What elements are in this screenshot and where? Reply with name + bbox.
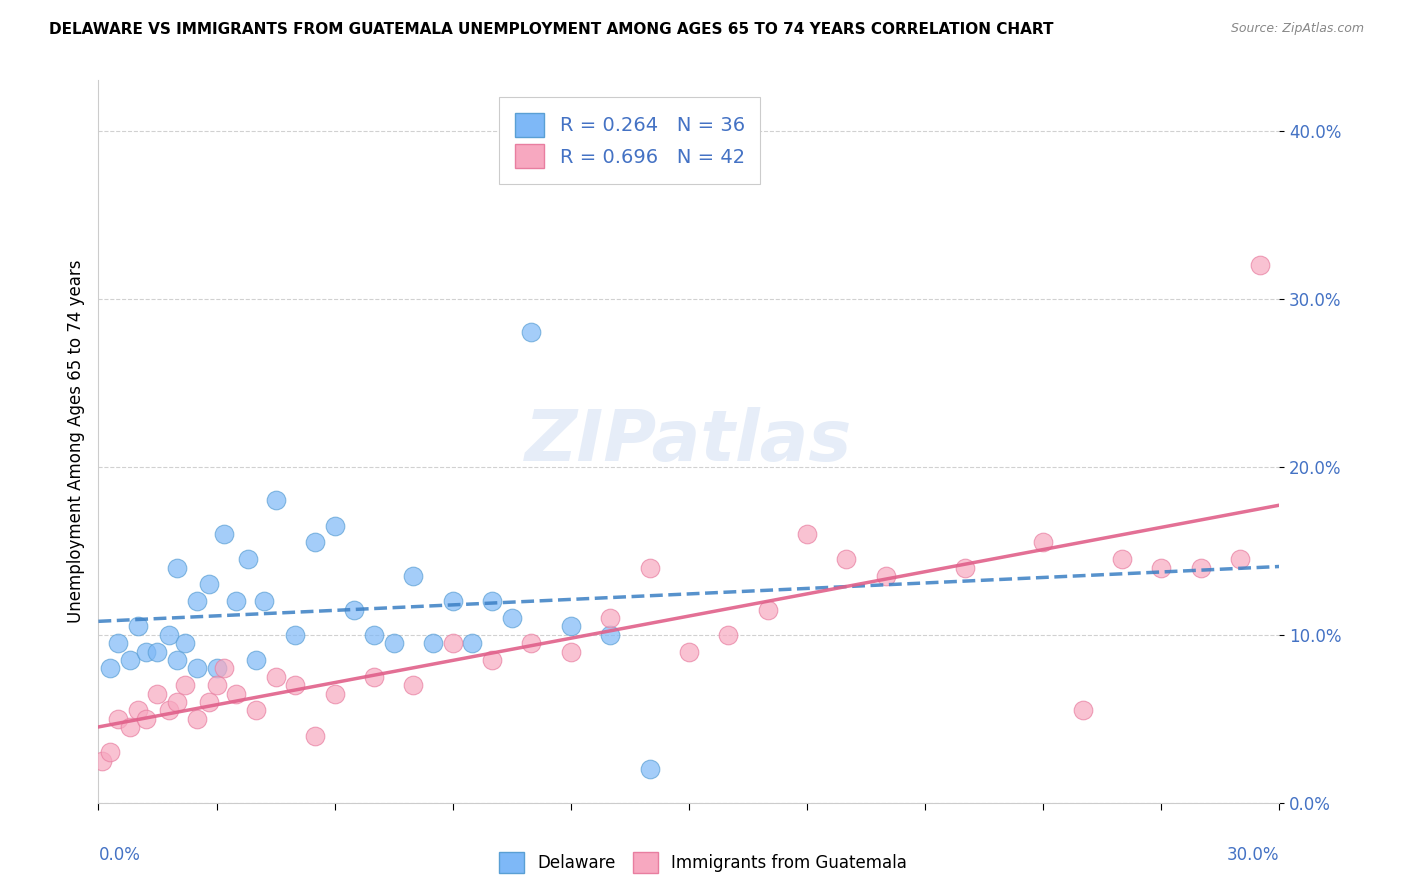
- Point: [157, 628, 180, 642]
- Point: [264, 670, 287, 684]
- Point: [363, 670, 385, 684]
- Point: [717, 628, 740, 642]
- Point: [186, 712, 208, 726]
- Point: [323, 518, 346, 533]
- Text: 0.0%: 0.0%: [98, 847, 141, 864]
- Point: [91, 754, 114, 768]
- Point: [304, 535, 326, 549]
- Point: [481, 653, 503, 667]
- Point: [501, 611, 523, 625]
- Point: [441, 636, 464, 650]
- Point: [1229, 552, 1251, 566]
- Point: [1071, 703, 1094, 717]
- Point: [1032, 535, 1054, 549]
- Point: [678, 644, 700, 658]
- Point: [875, 569, 897, 583]
- Point: [107, 636, 129, 650]
- Point: [638, 762, 661, 776]
- Point: [197, 695, 219, 709]
- Point: [1150, 560, 1173, 574]
- Point: [205, 661, 228, 675]
- Point: [166, 653, 188, 667]
- Point: [98, 661, 121, 675]
- Point: [118, 720, 141, 734]
- Point: [135, 712, 157, 726]
- Point: [107, 712, 129, 726]
- Point: [599, 611, 621, 625]
- Point: [402, 569, 425, 583]
- Point: [205, 678, 228, 692]
- Point: [363, 628, 385, 642]
- Point: [245, 703, 267, 717]
- Point: [166, 560, 188, 574]
- Point: [245, 653, 267, 667]
- Point: [146, 687, 169, 701]
- Point: [118, 653, 141, 667]
- Point: [284, 678, 307, 692]
- Point: [461, 636, 484, 650]
- Point: [1189, 560, 1212, 574]
- Point: [953, 560, 976, 574]
- Point: [98, 745, 121, 759]
- Point: [135, 644, 157, 658]
- Y-axis label: Unemployment Among Ages 65 to 74 years: Unemployment Among Ages 65 to 74 years: [66, 260, 84, 624]
- Legend: R = 0.264   N = 36, R = 0.696   N = 42: R = 0.264 N = 36, R = 0.696 N = 42: [499, 97, 761, 184]
- Point: [599, 628, 621, 642]
- Point: [323, 687, 346, 701]
- Point: [225, 687, 247, 701]
- Point: [157, 703, 180, 717]
- Point: [382, 636, 405, 650]
- Point: [197, 577, 219, 591]
- Point: [520, 326, 543, 340]
- Point: [520, 636, 543, 650]
- Point: [253, 594, 276, 608]
- Point: [166, 695, 188, 709]
- Point: [638, 560, 661, 574]
- Point: [127, 703, 149, 717]
- Text: DELAWARE VS IMMIGRANTS FROM GUATEMALA UNEMPLOYMENT AMONG AGES 65 TO 74 YEARS COR: DELAWARE VS IMMIGRANTS FROM GUATEMALA UN…: [49, 22, 1053, 37]
- Point: [174, 636, 197, 650]
- Point: [560, 619, 582, 633]
- Point: [304, 729, 326, 743]
- Point: [756, 602, 779, 616]
- Point: [186, 661, 208, 675]
- Point: [214, 527, 236, 541]
- Point: [225, 594, 247, 608]
- Point: [481, 594, 503, 608]
- Point: [835, 552, 858, 566]
- Point: [1111, 552, 1133, 566]
- Point: [214, 661, 236, 675]
- Text: 30.0%: 30.0%: [1227, 847, 1279, 864]
- Point: [402, 678, 425, 692]
- Point: [174, 678, 197, 692]
- Point: [422, 636, 444, 650]
- Point: [343, 602, 366, 616]
- Point: [441, 594, 464, 608]
- Point: [264, 493, 287, 508]
- Text: Source: ZipAtlas.com: Source: ZipAtlas.com: [1230, 22, 1364, 36]
- Point: [796, 527, 818, 541]
- Point: [146, 644, 169, 658]
- Point: [186, 594, 208, 608]
- Point: [560, 644, 582, 658]
- Point: [127, 619, 149, 633]
- Point: [284, 628, 307, 642]
- Legend: Delaware, Immigrants from Guatemala: Delaware, Immigrants from Guatemala: [492, 846, 914, 880]
- Point: [236, 552, 259, 566]
- Point: [1249, 258, 1271, 272]
- Text: ZIPatlas: ZIPatlas: [526, 407, 852, 476]
